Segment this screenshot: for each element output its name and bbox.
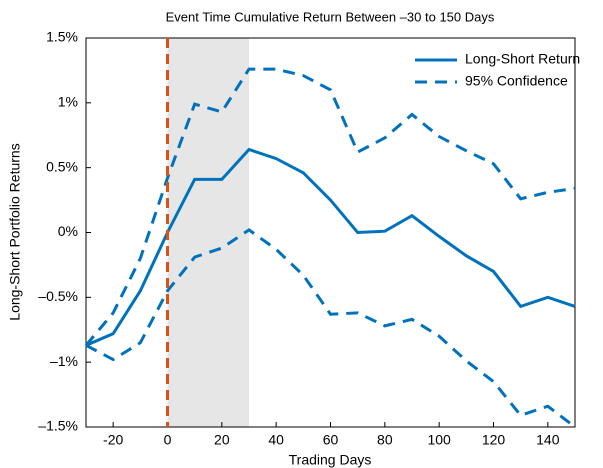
y-tick-label: –1% bbox=[50, 353, 78, 369]
y-axis-label: Long-Short Portfolio Returns bbox=[7, 143, 23, 320]
x-tick-label: 100 bbox=[427, 432, 451, 448]
x-axis-label: Trading Days bbox=[289, 452, 372, 468]
x-tick-label: 120 bbox=[482, 432, 506, 448]
y-tick-label: 0% bbox=[58, 223, 78, 239]
chart-title: Event Time Cumulative Return Between –30… bbox=[166, 9, 495, 24]
y-tick-label: –0.5% bbox=[38, 288, 78, 304]
x-tick-label: -20 bbox=[103, 432, 123, 448]
legend-label: Long-Short Return bbox=[465, 51, 580, 67]
y-tick-label: 1.5% bbox=[46, 29, 78, 45]
legend-label: 95% Confidence bbox=[465, 73, 568, 89]
x-tick-label: 140 bbox=[536, 432, 560, 448]
event-window bbox=[167, 38, 249, 427]
y-tick-label: –1.5% bbox=[38, 418, 78, 434]
x-tick-label: 80 bbox=[377, 432, 393, 448]
plot-frame bbox=[85, 37, 576, 428]
y-tick-label: 0.5% bbox=[46, 158, 78, 174]
x-tick-label: 20 bbox=[214, 432, 230, 448]
series-line bbox=[85, 147, 576, 347]
x-tick-label: 60 bbox=[323, 432, 339, 448]
series-line-lower bbox=[85, 228, 576, 429]
y-tick-label: 1% bbox=[58, 94, 78, 110]
series-line bbox=[84, 67, 576, 347]
x-tick-label: 0 bbox=[164, 432, 172, 448]
x-tick-label: 40 bbox=[268, 432, 284, 448]
